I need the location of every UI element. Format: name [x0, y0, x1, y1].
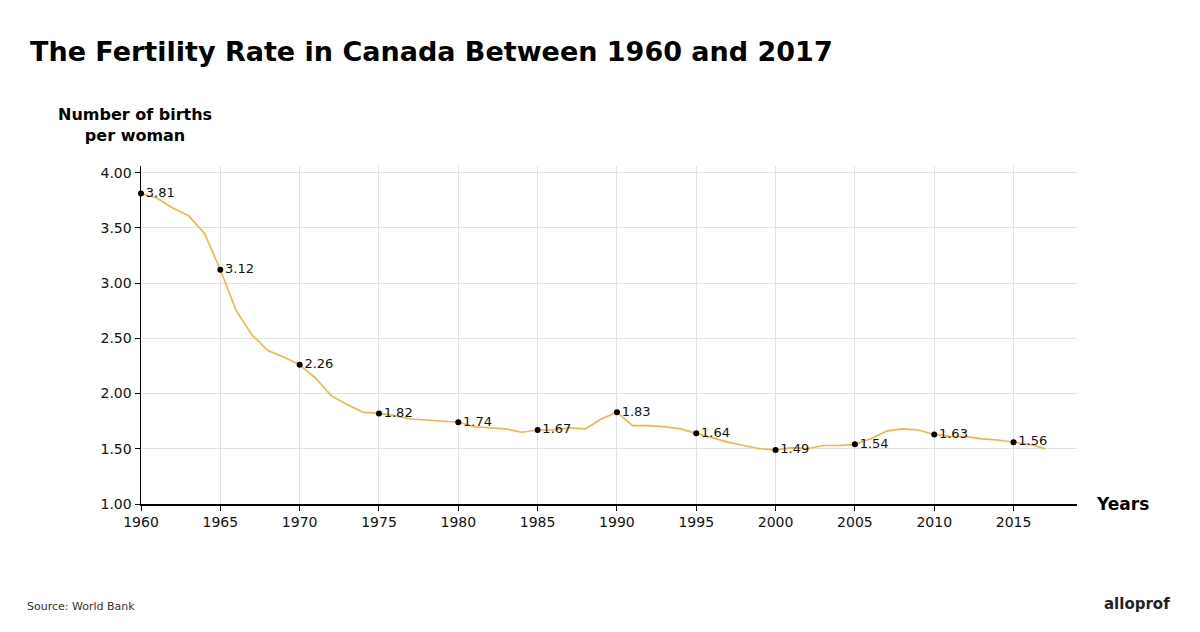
svg-text:3.81: 3.81 — [146, 185, 175, 200]
svg-text:2.50: 2.50 — [101, 330, 132, 346]
svg-text:Number of birthsper woman: Number of birthsper woman — [58, 105, 212, 145]
svg-text:1.63: 1.63 — [939, 426, 968, 441]
svg-text:1975: 1975 — [361, 514, 397, 530]
svg-text:2000: 2000 — [758, 514, 794, 530]
svg-text:The Fertility Rate in Canada B: The Fertility Rate in Canada Between 196… — [30, 36, 833, 67]
svg-text:1.00: 1.00 — [101, 496, 132, 512]
svg-text:1.83: 1.83 — [622, 404, 651, 419]
svg-text:3.50: 3.50 — [101, 220, 132, 236]
svg-text:1.74: 1.74 — [463, 414, 492, 429]
svg-text:alloprof: alloprof — [1104, 595, 1170, 613]
svg-text:1995: 1995 — [678, 514, 714, 530]
svg-text:2010: 2010 — [916, 514, 952, 530]
svg-text:1.49: 1.49 — [780, 441, 809, 456]
svg-text:1.50: 1.50 — [101, 441, 132, 457]
svg-text:1980: 1980 — [440, 514, 476, 530]
svg-text:3.00: 3.00 — [101, 275, 132, 291]
svg-text:4.00: 4.00 — [101, 165, 132, 181]
svg-text:1.64: 1.64 — [701, 425, 730, 440]
svg-text:1.67: 1.67 — [542, 421, 571, 436]
svg-text:1985: 1985 — [520, 514, 556, 530]
svg-text:1990: 1990 — [599, 514, 635, 530]
svg-text:1960: 1960 — [123, 514, 159, 530]
svg-text:2.00: 2.00 — [101, 385, 132, 401]
svg-text:1.82: 1.82 — [384, 405, 413, 420]
svg-text:Source: World Bank: Source: World Bank — [27, 600, 135, 613]
svg-text:1965: 1965 — [202, 514, 238, 530]
svg-text:1.56: 1.56 — [1018, 433, 1047, 448]
svg-text:1970: 1970 — [282, 514, 318, 530]
svg-text:Years: Years — [1096, 494, 1149, 514]
svg-text:2015: 2015 — [996, 514, 1032, 530]
svg-text:2005: 2005 — [837, 514, 873, 530]
svg-text:2.26: 2.26 — [304, 356, 333, 371]
svg-text:1.54: 1.54 — [860, 436, 889, 451]
svg-text:3.12: 3.12 — [225, 261, 254, 276]
